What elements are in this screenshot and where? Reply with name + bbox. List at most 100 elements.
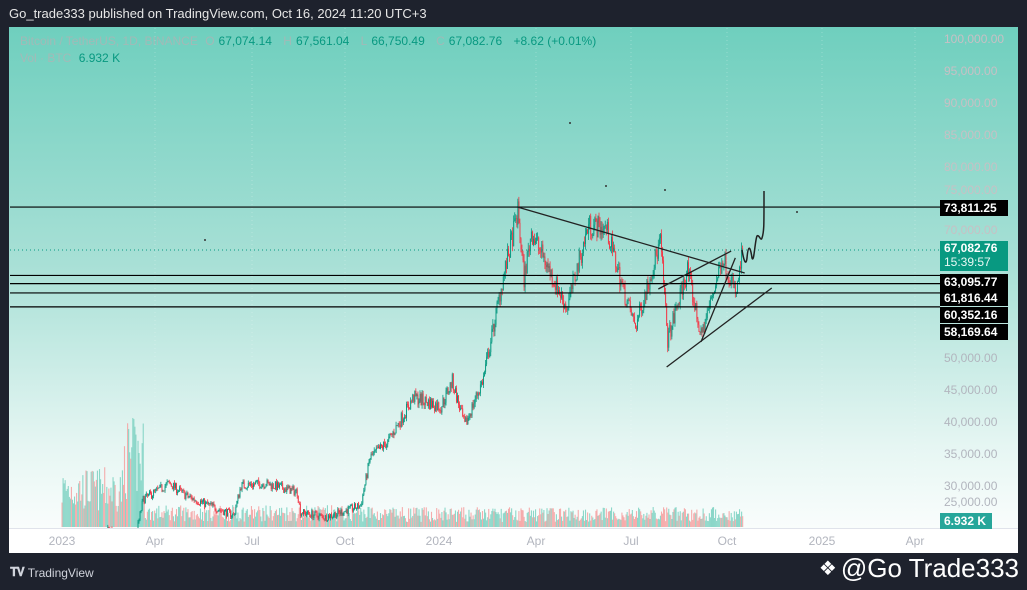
- candle-body: [636, 328, 637, 330]
- candle-body: [531, 231, 533, 245]
- candle-body: [452, 374, 454, 391]
- candle-body: [449, 382, 451, 392]
- candle-body: [394, 433, 396, 435]
- volume-bar: [290, 520, 292, 527]
- candle-body: [655, 250, 657, 255]
- symbol-title[interactable]: Bitcoin / TetherUS, 1D, BINANCE: [20, 34, 198, 48]
- volume-bar: [595, 510, 597, 527]
- volume-bar: [705, 516, 707, 527]
- volume-bar: [721, 517, 723, 527]
- candle-body: [120, 535, 121, 540]
- volume-bar: [367, 506, 369, 527]
- volume-bar: [341, 505, 343, 527]
- candle-body: [715, 286, 717, 291]
- tradingview-logo[interactable]: 𝐓𝐕 TradingView: [10, 565, 94, 580]
- candle-body: [265, 485, 267, 487]
- candle-body: [679, 288, 681, 305]
- volume-title[interactable]: Vol · BTC: [20, 51, 72, 65]
- candle-body: [653, 268, 655, 275]
- candle-body: [578, 250, 580, 272]
- candle-body: [661, 234, 662, 252]
- volume-bar: [95, 479, 97, 527]
- candle-body: [581, 253, 583, 263]
- volume-bar: [237, 512, 239, 527]
- candle-body: [215, 510, 217, 512]
- candle-body: [662, 251, 663, 261]
- volume-bar: [499, 518, 501, 527]
- volume-bar: [164, 513, 166, 527]
- volume-bar: [84, 505, 86, 527]
- candle-body: [213, 503, 215, 506]
- candle-body: [176, 483, 177, 494]
- volume-bar: [135, 434, 137, 527]
- candle-body: [492, 324, 494, 329]
- volume-bar: [514, 517, 516, 527]
- candle-body: [556, 277, 558, 295]
- candle-body: [514, 218, 516, 221]
- open-value: 67,074.14: [218, 34, 272, 48]
- candle-body: [544, 256, 546, 266]
- volume-bar: [236, 518, 238, 527]
- volume-bar: [145, 519, 147, 527]
- volume-bar: [283, 513, 285, 527]
- candle-body: [571, 284, 573, 290]
- volume-bar: [476, 507, 478, 527]
- candle-body: [295, 489, 297, 492]
- candle-body: [121, 535, 122, 540]
- chart-pane[interactable]: [9, 27, 1018, 552]
- candle-body: [448, 391, 450, 394]
- candle-body: [521, 249, 523, 254]
- candle-body: [482, 381, 483, 385]
- volume-bar: [458, 509, 460, 527]
- volume-bar: [357, 508, 359, 527]
- dot-marker: [569, 122, 571, 124]
- volume-bar: [500, 508, 502, 527]
- volume-bar: [136, 490, 138, 527]
- candle-body: [140, 510, 142, 512]
- candle-body: [367, 463, 369, 478]
- candle-body: [499, 294, 501, 302]
- candle-body: [237, 495, 239, 502]
- volume-bar: [642, 518, 644, 527]
- low-label: L: [360, 34, 368, 48]
- volume-bar: [423, 507, 425, 527]
- candle-body: [383, 442, 385, 449]
- volume-bar: [716, 520, 718, 527]
- candle-body: [420, 394, 422, 406]
- volume-bar: [632, 516, 634, 527]
- candle-body: [723, 263, 725, 266]
- volume-bar: [394, 516, 396, 527]
- candle-body: [463, 416, 465, 417]
- annotation-dots: [204, 122, 798, 241]
- candle-body: [651, 277, 653, 282]
- volume-bar: [106, 486, 108, 527]
- candle-body: [227, 509, 228, 517]
- candle-body: [646, 281, 648, 300]
- volume-bar: [208, 510, 210, 527]
- candle-body: [302, 513, 303, 515]
- candle-body: [393, 431, 395, 435]
- volume-bar: [704, 520, 706, 527]
- volume-bar: [530, 510, 532, 527]
- volume-bar: [76, 492, 78, 527]
- candle-body: [363, 490, 365, 495]
- volume-bar: [328, 517, 331, 527]
- candle-body: [673, 313, 675, 324]
- volume-bar: [620, 519, 622, 527]
- volume-bar: [171, 507, 173, 527]
- candle-body: [654, 250, 656, 269]
- time-axis[interactable]: [9, 528, 1018, 553]
- volume-bar: [198, 518, 200, 527]
- dot-marker: [664, 189, 666, 191]
- volume-bar: [289, 511, 291, 527]
- candle-body: [264, 486, 266, 488]
- candle-body: [197, 504, 199, 505]
- candle-body: [680, 285, 682, 289]
- candle-body: [385, 444, 387, 448]
- candle-body: [599, 222, 601, 235]
- high-label: H: [283, 34, 292, 48]
- volume-bar: [720, 517, 722, 527]
- candle-body: [146, 493, 148, 496]
- candle-body: [99, 534, 100, 540]
